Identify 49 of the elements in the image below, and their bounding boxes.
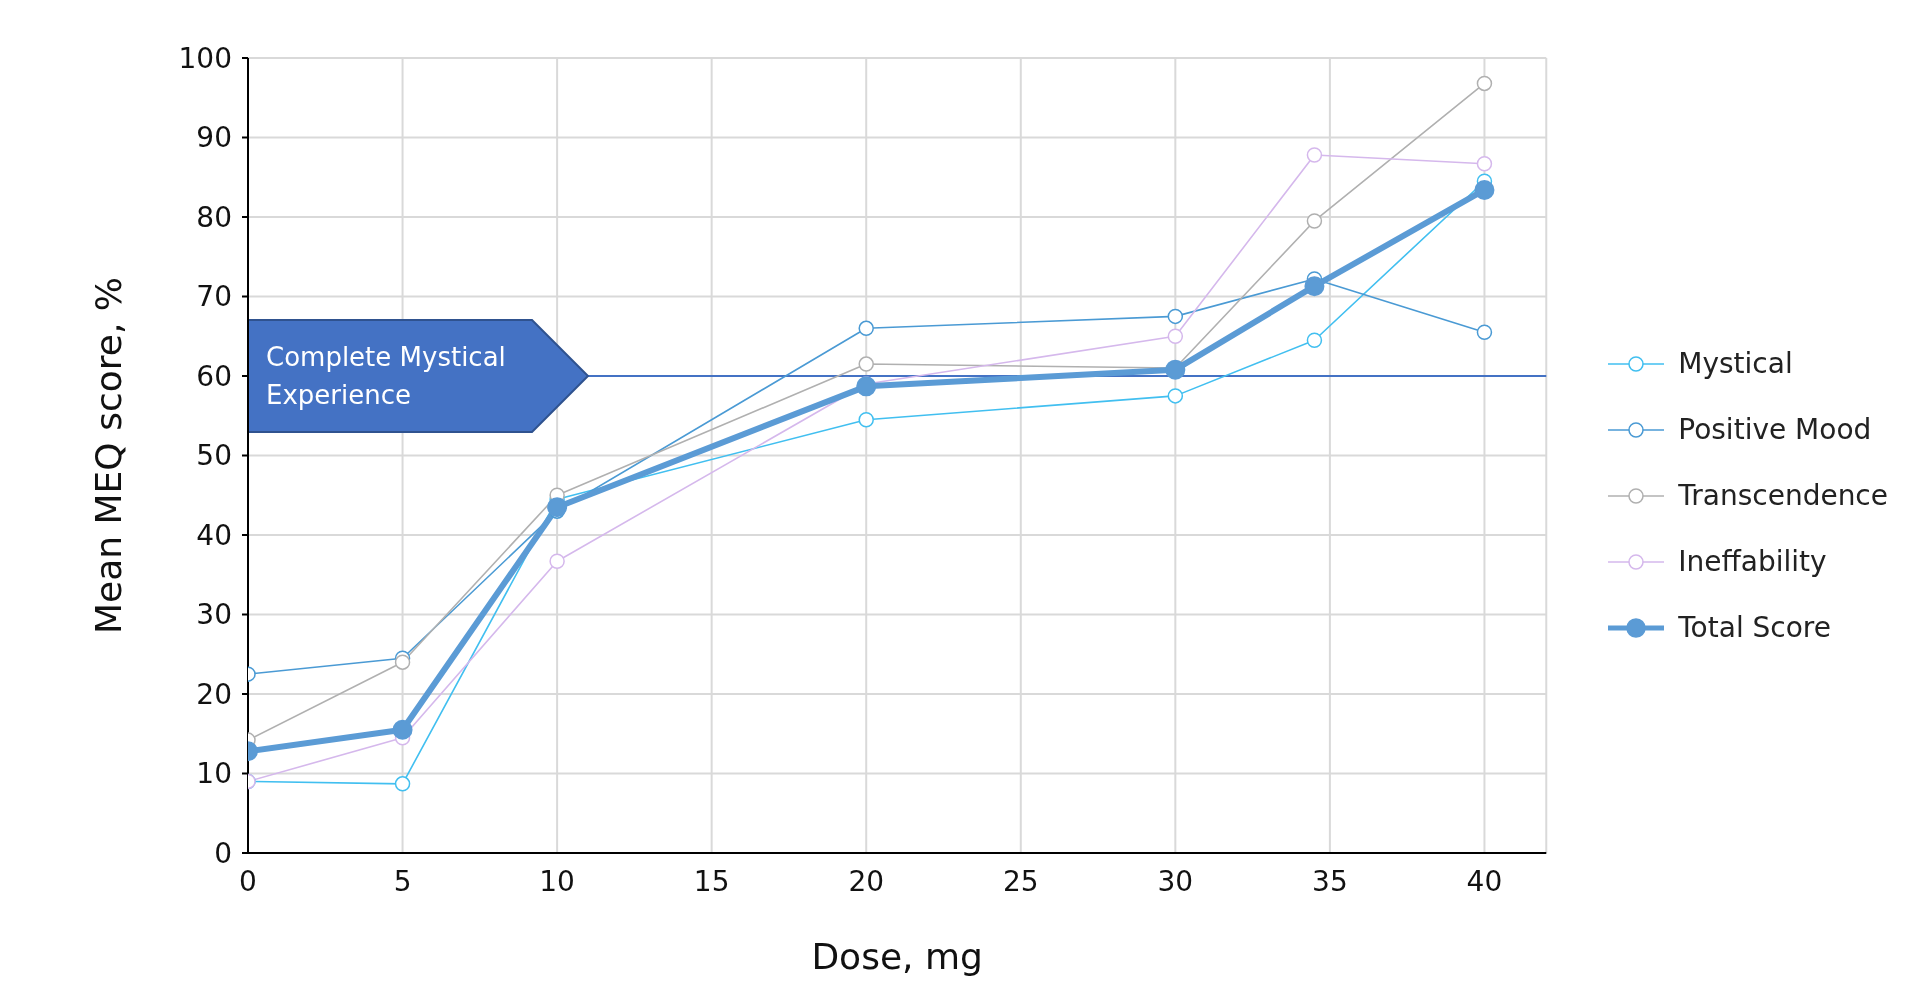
y-tick-label: 0 <box>214 836 232 870</box>
y-tick-label: 30 <box>196 598 232 632</box>
legend-label: Ineffability <box>1678 545 1827 578</box>
legend-label: Total Score <box>1678 611 1831 644</box>
point <box>547 497 568 518</box>
y-tick-label: 70 <box>196 280 232 314</box>
x-tick-label: 10 <box>539 864 575 898</box>
point <box>1306 213 1323 229</box>
legend-label: Positive Mood <box>1678 413 1872 446</box>
x-axis-title: Dose, mg <box>811 936 983 977</box>
point <box>1306 332 1323 348</box>
x-tick-label: 5 <box>393 864 412 898</box>
point <box>1167 388 1184 404</box>
x-tick-label: 20 <box>848 864 885 898</box>
point <box>856 376 877 397</box>
y-tick-label: 60 <box>196 359 232 393</box>
x-tick-label: 15 <box>693 864 730 898</box>
point <box>1306 147 1323 163</box>
point <box>1476 155 1493 172</box>
x-tick-label: 40 <box>1466 864 1503 898</box>
point <box>549 553 565 569</box>
y-tick-label: 20 <box>196 677 232 711</box>
y-tick-label: 90 <box>196 121 232 155</box>
point <box>858 320 874 337</box>
point <box>1167 328 1184 344</box>
point <box>392 719 413 740</box>
point <box>1474 179 1495 200</box>
point <box>1167 308 1184 325</box>
point <box>394 776 411 792</box>
point <box>858 411 874 428</box>
legend-label: Transcendence <box>1678 479 1888 512</box>
y-axis-title: Mean MEQ score, % <box>87 277 129 634</box>
y-tick-label: 40 <box>196 518 232 552</box>
y-tick-label: 100 <box>178 41 232 75</box>
point <box>1476 75 1493 92</box>
y-tick-label: 10 <box>196 757 232 791</box>
x-tick-label: 25 <box>1002 864 1039 898</box>
y-tick-label: 80 <box>196 200 232 234</box>
point <box>1304 276 1325 297</box>
y-tick-label: 50 <box>196 439 232 473</box>
point <box>1165 359 1186 380</box>
ref-line-label: Complete Mystical Experience <box>266 342 506 410</box>
point <box>858 356 874 372</box>
point <box>394 654 411 670</box>
x-tick-label: 30 <box>1157 864 1194 898</box>
point <box>1476 324 1493 341</box>
x-tick-label: 0 <box>239 864 257 898</box>
x-tick-label: 35 <box>1312 864 1348 898</box>
legend-label: Mystical <box>1678 347 1793 380</box>
